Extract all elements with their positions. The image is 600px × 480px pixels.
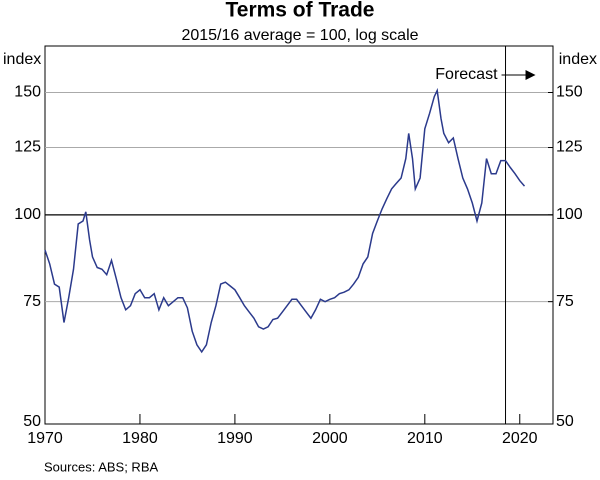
chart-title: Terms of Trade [226, 0, 375, 22]
y2-axis-label: index [559, 51, 597, 68]
y2-tick-label: 125 [556, 139, 583, 156]
y-tick-label: 125 [14, 139, 41, 156]
y-tick-label: 75 [23, 293, 41, 310]
x-tick-label: 1970 [27, 430, 63, 447]
chart-subtitle: 2015/16 average = 100, log scale [181, 27, 418, 44]
y2-tick-label: 150 [556, 84, 583, 101]
x-tick-label: 1980 [122, 430, 158, 447]
y2-tick-label: 50 [556, 413, 574, 430]
x-tick-label: 1990 [217, 430, 253, 447]
data-line [44, 87, 526, 354]
x-tick-label: 2020 [502, 430, 538, 447]
y2-tick-label: 100 [556, 206, 583, 223]
plot-frame [44, 45, 554, 425]
y-tick-label: 50 [23, 413, 41, 430]
y-axis-label: index [3, 51, 41, 68]
y-tick-label: 150 [14, 84, 41, 101]
source-note: Sources: ABS; RBA [44, 459, 158, 474]
forecast-arrowhead [525, 70, 536, 80]
x-tick-label: 2010 [407, 430, 443, 447]
x-tick-label: 2000 [312, 430, 348, 447]
y2-tick-label: 75 [556, 293, 574, 310]
y-tick-label: 100 [14, 206, 41, 223]
forecast-label: Forecast [435, 66, 498, 83]
